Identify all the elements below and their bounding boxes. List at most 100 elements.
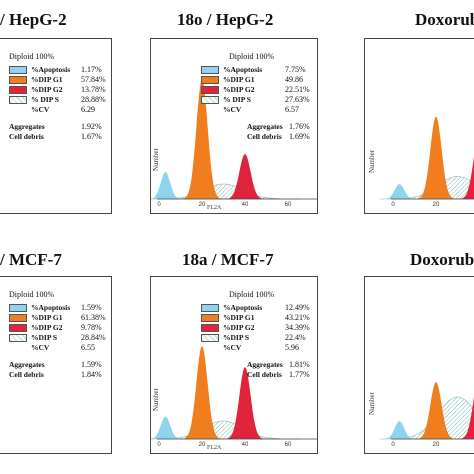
dip-g2-peak [456,396,474,439]
dip-g2-peak [222,367,268,439]
panel2-frame: 0 20 40 60 Number FL2A Diploid 100% %Apopto… [150,38,318,214]
g1-swatch [9,76,27,84]
legend-label: %DIP S [223,333,250,342]
panel5-histogram: 0 20 40 60 [151,346,317,448]
legend-value: 28.88% [81,95,106,104]
legend-value: 22.4% [285,333,306,342]
aggregates-label: Aggregates [9,360,45,369]
legend-label: %CV [31,343,50,352]
debris-label: Cell debris [9,370,44,379]
debris-label: Cell debris [247,132,282,141]
legend-header: Diploid 100% [9,52,55,61]
dip-g2-peak [456,156,474,199]
debris-value: 1.84% [81,370,102,379]
debris-value: 1.67% [81,132,102,141]
g2-swatch [9,86,27,94]
y-axis-label: Number [152,148,160,171]
dip-g2-peak [222,154,268,199]
legend-value: 13.78% [81,85,106,94]
legend-value: 28.84% [81,333,106,342]
g1-swatch [9,314,27,322]
legend-value: 49.86 [285,75,303,84]
s-swatch [9,334,27,342]
x-tick-label: 20 [199,202,206,208]
legend-label: %Apoptosis [31,303,71,312]
legend-value: 57.84% [81,75,106,84]
aggregates-value: 1.76% [289,122,310,131]
legend-label: %Apoptosis [31,65,71,74]
legend-label: %CV [223,105,242,114]
x-tick-label: 40 [242,202,249,208]
g1-swatch [201,314,219,322]
panel1-frame: Diploid 100% %Apoptosis 1.17% %DIP G1 57.8… [0,38,112,214]
legend-value: 6.57 [285,105,299,114]
dip-g1-peak [413,116,459,199]
legend-label: %DIP G1 [223,313,255,322]
y-axis-label: Number [368,392,376,415]
legend-value: 27.63% [285,95,310,104]
legend-value: 6.55 [81,343,95,352]
debris-label: Cell debris [9,132,44,141]
s-swatch [201,334,219,342]
dip-g1-peak [179,346,225,439]
x-axis-label: FL2A [207,205,222,211]
legend-value: 9.78% [81,323,102,332]
legend-label: %DIP G2 [223,323,255,332]
legend-header: Diploid 100% [9,290,55,299]
apoptosis-peak [151,172,185,199]
debris-value: 1.69% [289,132,310,141]
g2-swatch [201,324,219,332]
legend-value: 12.49% [285,303,310,312]
x-tick-label: 20 [199,442,206,448]
panel4-legend: Diploid 100% %Apoptosis 1.59% %DIP G1 61.3… [9,291,107,381]
x-tick-label: 0 [157,202,161,208]
panel5-legend: Diploid 100% %Apoptosis 12.49% %DIP G1 43.… [201,291,313,381]
legend-label: %CV [31,105,50,114]
x-tick-label: 20 [433,442,440,448]
s-swatch [201,96,219,104]
legend-value: 1.17% [81,65,102,74]
x-axis-label: FL2A [207,445,222,451]
aggregates-label: Aggregates [9,122,45,131]
panel3-title: Doxorub [415,10,474,29]
panel1-legend: Diploid 100% %Apoptosis 1.17% %DIP G1 57.8… [9,53,107,143]
legend-label: %DIP S [31,333,58,342]
legend-value: 61.38% [81,313,106,322]
aggregates-value: 1.92% [81,122,102,131]
legend-value: 1.59% [81,303,102,312]
legend-label: %DIP G1 [223,75,255,84]
dip-g1-peak [413,382,459,439]
y-axis-label: Number [368,150,376,173]
legend-label: %DIP G2 [31,85,63,94]
legend-header: Diploid 100% [229,290,275,299]
apoptosis-peak [380,184,419,199]
g1-swatch [201,76,219,84]
legend-value: 43.21% [285,313,310,322]
panel6-title: Doxorub [410,250,474,269]
legend-label: % DIP S [223,95,251,104]
apoptosis-peak [151,416,185,439]
x-tick-label: 40 [242,442,249,448]
legend-header: Diploid 100% [229,52,275,61]
panel5-frame: 0 20 40 60 Number FL2A Diploid 100% %Apopto… [150,276,318,454]
legend-value: 34.39% [285,323,310,332]
aggregates-label: Aggregates [247,360,283,369]
s-swatch [9,96,27,104]
x-tick-label: 20 [433,202,440,208]
legend-value: 5.96 [285,343,299,352]
legend-label: %CV [223,343,242,352]
debris-value: 1.77% [289,370,310,379]
panel2-histogram: 0 20 40 60 [151,79,317,208]
legend-label: %DIP G1 [31,75,63,84]
legend-value: 6.29 [81,105,95,114]
aggregates-value: 1.59% [81,360,102,369]
panel2-legend: Diploid 100% %Apoptosis 7.75% %DIP G1 49.8… [201,53,313,143]
legend-label: %DIP G1 [31,313,63,322]
x-tick-label: 0 [391,442,395,448]
panel1-title: / HepG-2 [0,10,67,29]
x-tick-label: 60 [285,202,292,208]
panel4-frame: Diploid 100% %Apoptosis 1.59% %DIP G1 61.3… [0,276,112,454]
